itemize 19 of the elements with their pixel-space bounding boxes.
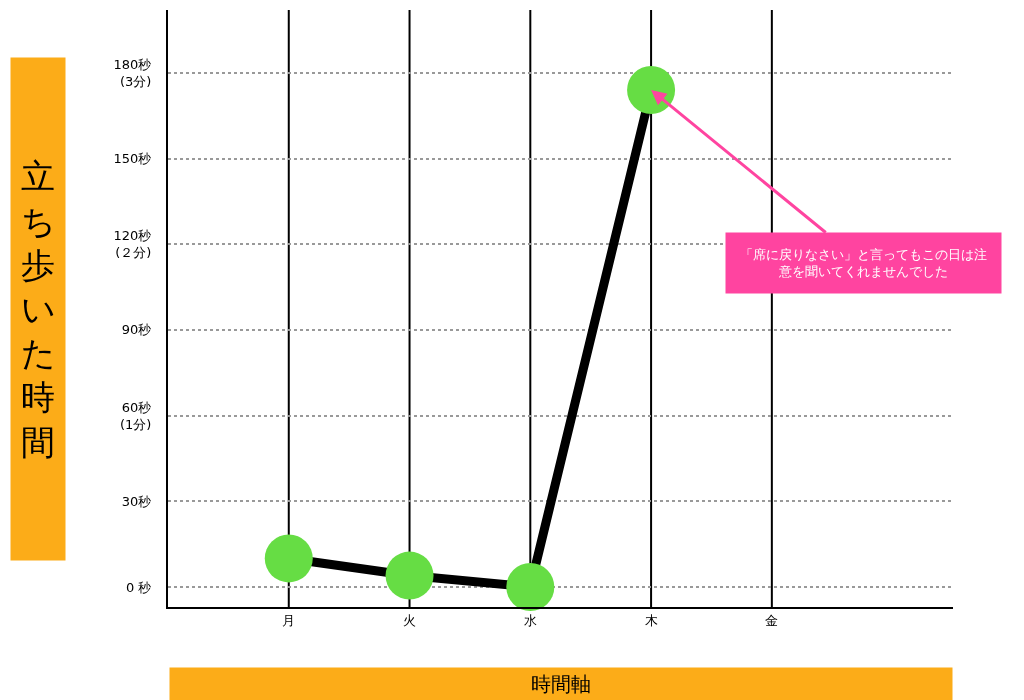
x-tick-label: 水 [523,612,537,628]
x-tick-label: 金 [765,612,779,628]
y-axis-title: 立ち歩いた時間 [20,156,56,462]
y-tick-label: 180秒 (3分) [113,56,152,89]
y-tick-label: 30秒 [121,493,152,509]
point [264,534,313,583]
x-tick-label: 火 [403,612,417,628]
y-tick-label: 120秒 (２分) [113,228,152,261]
y-tick-label: 150秒 [113,151,152,167]
point [385,551,434,600]
x-axis-title: 時間軸 [531,672,591,696]
x-tick-label: 木 [644,612,658,628]
point [627,65,676,114]
y-tick-label: 60秒 (1分) [119,399,152,432]
y-tick-label: 90秒 [121,322,152,338]
x-tick-label: 月 [282,612,296,628]
y-tick-label: 0 秒 [125,579,152,595]
point [506,563,555,611]
annotation: 「席に戻りなさい」と言ってもこの日は注意を聞いてくれませんでした [740,247,987,279]
